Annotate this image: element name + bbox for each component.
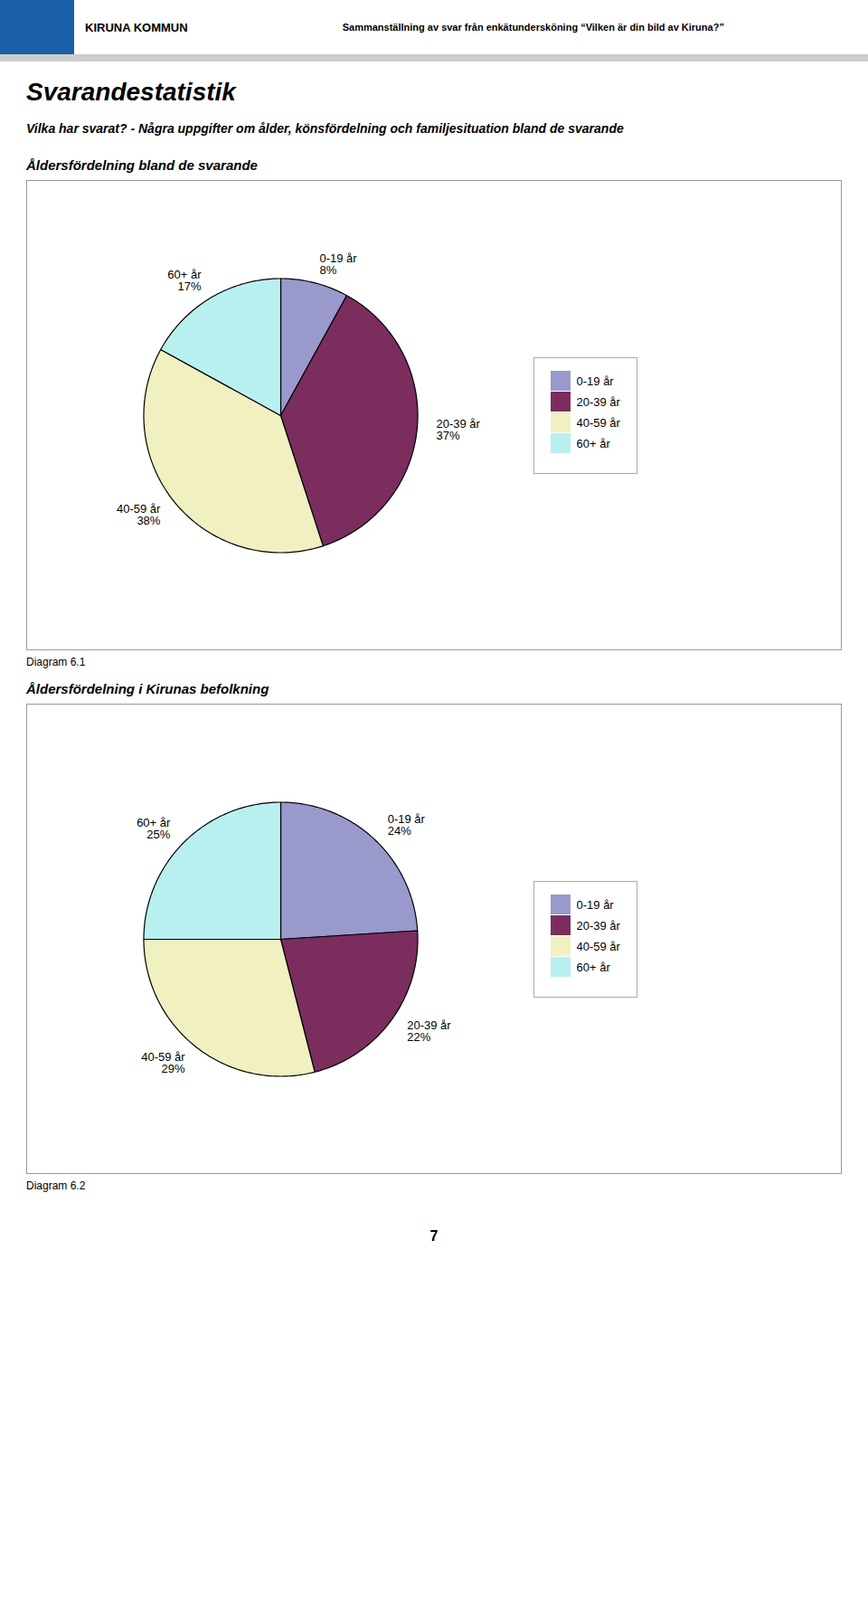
svg-text:20-39 år22%: 20-39 år22% (406, 1018, 452, 1044)
html-text:Vilka har svarat? - Några uppg: Vilka har svarat? - Några uppgifter om å… (26, 121, 624, 136)
html-text:Åldersfördelning bland de svar: Åldersfördelning bland de svarande (26, 157, 258, 173)
svg-text:60+ år25%: 60+ år25% (136, 815, 171, 841)
svg-text:0-19 år8%: 0-19 år8% (319, 251, 358, 277)
svg-text:60+ år17%: 60+ år17% (167, 268, 202, 294)
svg-text:40-59 år29%: 40-59 år29% (141, 1049, 186, 1076)
html-text:60+ år: 60+ år (576, 436, 611, 450)
html-text:Diagram 6.2: Diagram 6.2 (26, 1179, 86, 1192)
html-text:60+ år: 60+ år (576, 959, 611, 974)
html-text:7: 7 (429, 1228, 439, 1244)
html-text:0-19 år: 0-19 år (576, 373, 614, 388)
svg-text:40-59 år38%: 40-59 år38% (116, 502, 161, 529)
html-text:20-39 år: 20-39 år (576, 394, 621, 409)
html-text:0-19 år: 0-19 år (576, 897, 614, 911)
html-text:20-39 år: 20-39 år (576, 918, 621, 932)
html-text:Diagram 6.1: Diagram 6.1 (26, 655, 86, 669)
html-text:KIRUNA KOMMUN: KIRUNA KOMMUN (84, 20, 188, 34)
html-text:40-59 år: 40-59 år (576, 415, 621, 430)
html-text:Svarandestatistik: Svarandestatistik (26, 77, 236, 106)
svg-text:20-39 år37%: 20-39 år37% (435, 417, 481, 444)
html-text:40-59 år: 40-59 år (576, 938, 621, 953)
svg-text:0-19 år24%: 0-19 år24% (387, 812, 426, 839)
html-text:Sammanställning av svar från e: Sammanställning av svar från enkätunders… (342, 21, 725, 33)
html-text:Åldersfördelning i Kirunas bef: Åldersfördelning i Kirunas befolkning (26, 681, 269, 697)
